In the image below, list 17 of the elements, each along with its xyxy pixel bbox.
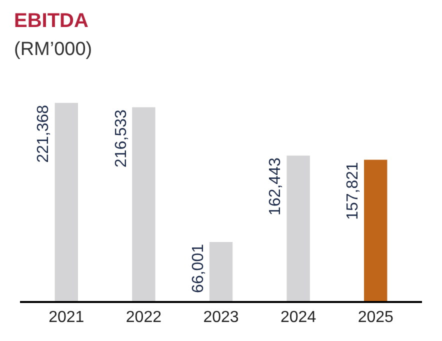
bar (286, 156, 310, 301)
chart-subtitle: (RM’000) (14, 39, 92, 60)
chart-title: EBITDA (14, 10, 88, 32)
data-label: 221,368 (34, 104, 52, 163)
data-label: 162,443 (267, 158, 284, 216)
x-tick-label: 2024 (280, 309, 316, 326)
x-tick-label: 2025 (358, 309, 394, 326)
x-tick-label: 2023 (203, 309, 239, 326)
data-label: 157,821 (344, 162, 362, 220)
x-tick-label: 2021 (48, 309, 84, 326)
bar (54, 102, 78, 301)
bar (132, 107, 156, 301)
bar (209, 242, 233, 301)
data-label: 66,001 (190, 244, 208, 293)
bar (364, 160, 388, 301)
x-tick-label: 2022 (126, 309, 162, 326)
data-label: 216,533 (112, 110, 130, 168)
